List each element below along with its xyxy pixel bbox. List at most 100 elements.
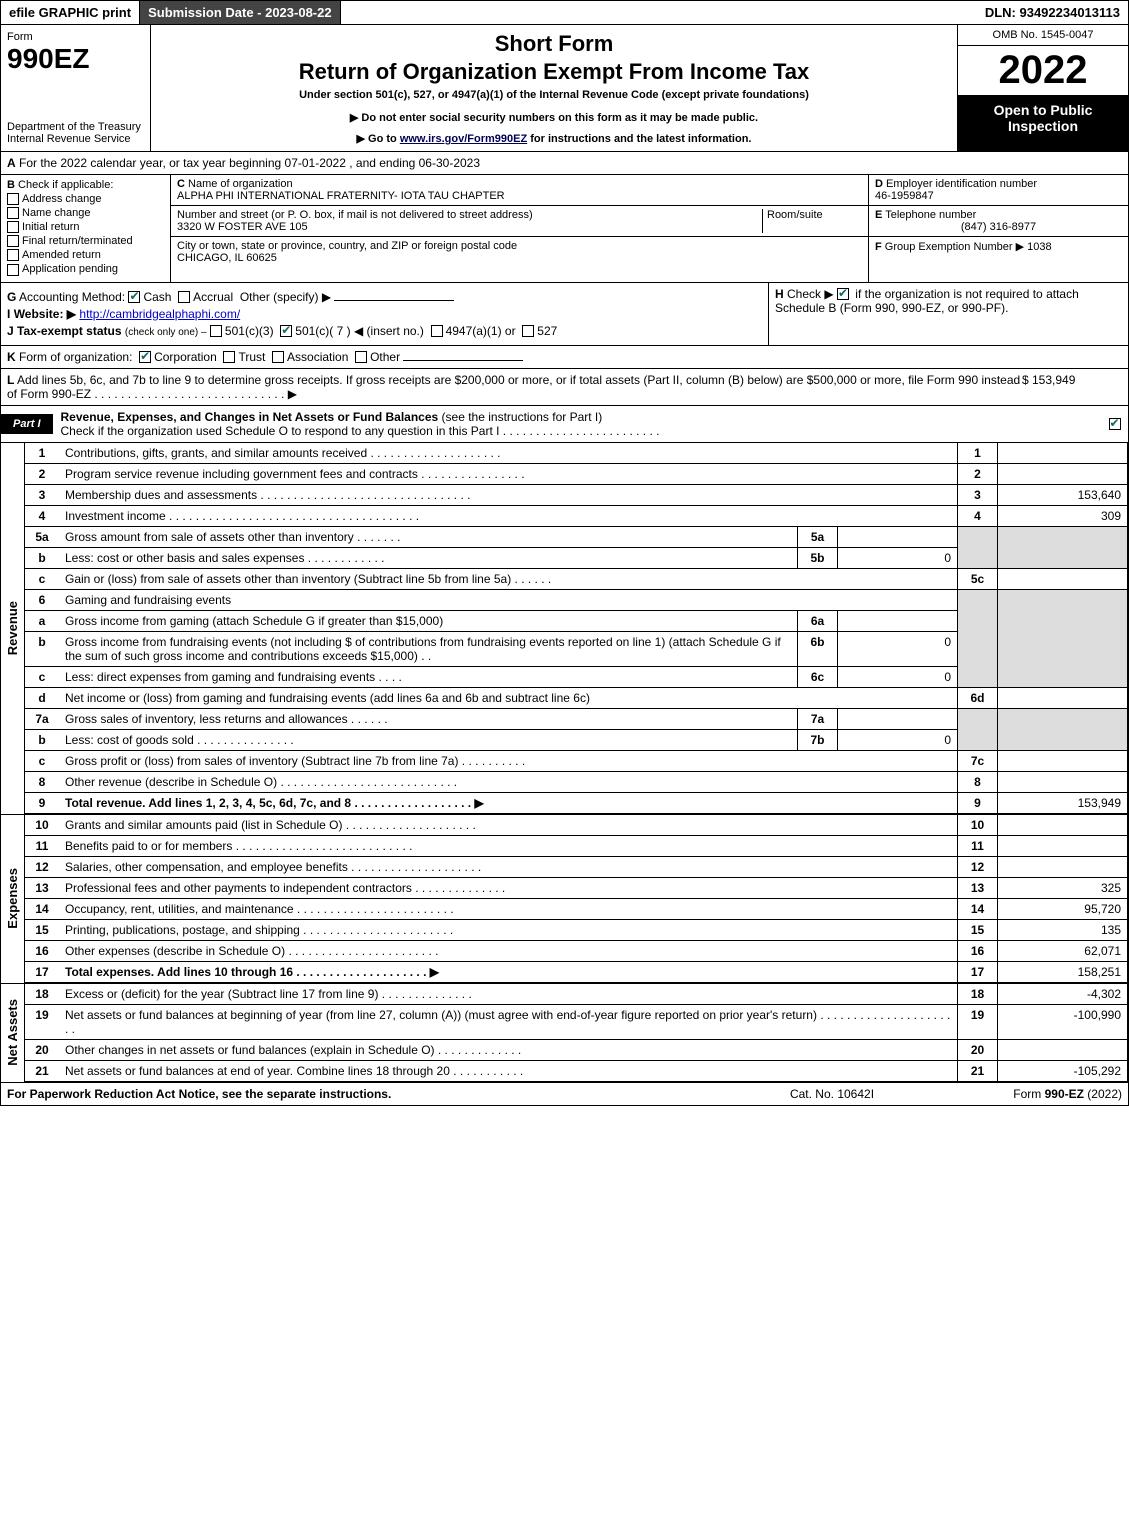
amt-2	[998, 463, 1128, 484]
omb-number: OMB No. 1545-0047	[958, 25, 1128, 46]
chk-final-return[interactable]: Final return/terminated	[7, 235, 164, 247]
ln-6: 6	[25, 589, 59, 610]
h-text1: Check ▶	[787, 287, 834, 301]
ln-10: 10	[25, 815, 59, 836]
desc-9: Total revenue. Add lines 1, 2, 3, 4, 5c,…	[59, 792, 958, 813]
line-l: L Add lines 5b, 6c, and 7b to line 9 to …	[1, 369, 1128, 406]
line-5c: c Gain or (loss) from sale of assets oth…	[25, 568, 1128, 589]
chk-accrual[interactable]	[178, 291, 190, 303]
k-trust: Trust	[238, 350, 265, 364]
rn-11: 11	[958, 835, 998, 856]
website-link[interactable]: http://cambridgealphaphi.com/	[79, 307, 240, 321]
line-12: 12Salaries, other compensation, and empl…	[25, 856, 1128, 877]
j-label: J	[7, 324, 14, 338]
goto-link[interactable]: www.irs.gov/Form990EZ	[400, 133, 527, 145]
chk-application-pending[interactable]: Application pending	[7, 263, 164, 275]
amt-17: 158,251	[998, 961, 1128, 982]
chk-initial-return-label: Initial return	[22, 221, 79, 233]
desc-10: Grants and similar amounts paid (list in…	[59, 815, 958, 836]
rn-19: 19	[958, 1004, 998, 1039]
desc-1: Contributions, gifts, grants, and simila…	[59, 443, 958, 464]
rn-1: 1	[958, 443, 998, 464]
e-title: Telephone number	[885, 209, 976, 221]
line-10: 10 Grants and similar amounts paid (list…	[25, 815, 1128, 836]
short-form-title: Short Form	[161, 31, 947, 57]
chk-corporation[interactable]	[139, 351, 151, 363]
k-assoc: Association	[287, 350, 348, 364]
rn-6-shade	[958, 589, 998, 687]
rn-20: 20	[958, 1039, 998, 1060]
ln-11: 11	[25, 835, 59, 856]
part1-checkbox[interactable]	[1104, 418, 1128, 430]
chk-4947[interactable]	[431, 325, 443, 337]
chk-application-pending-label: Application pending	[22, 263, 118, 275]
expenses-section: Expenses 10 Grants and similar amounts p…	[1, 815, 1128, 984]
k-other-line	[403, 360, 523, 361]
e-phone-row: E Telephone number (847) 316-8977	[869, 206, 1128, 237]
chk-name-change[interactable]: Name change	[7, 207, 164, 219]
amt-8	[998, 771, 1128, 792]
col-b-label: B	[7, 179, 15, 191]
ln-17: 17	[25, 961, 59, 982]
netassets-table: 18Excess or (deficit) for the year (Subt…	[25, 984, 1128, 1082]
part1-title: Revenue, Expenses, and Changes in Net As…	[53, 406, 1104, 442]
amt-4: 309	[998, 505, 1128, 526]
chk-initial-return[interactable]: Initial return	[7, 221, 164, 233]
submission-date-label: Submission Date - 2023-08-22	[140, 1, 341, 24]
rn-15: 15	[958, 919, 998, 940]
chk-address-change-label: Address change	[22, 193, 102, 205]
line-j: J Tax-exempt status (check only one) ‒ 5…	[7, 324, 762, 338]
footer-center: Cat. No. 10642I	[742, 1087, 922, 1101]
open-to-public: Open to Public Inspection	[958, 96, 1128, 151]
form-990ez-page: efile GRAPHIC print Submission Date - 20…	[0, 0, 1129, 1106]
org-name: ALPHA PHI INTERNATIONAL FRATERNITY- IOTA…	[177, 190, 505, 202]
chk-527[interactable]	[522, 325, 534, 337]
header-left: Form 990EZ Department of the Treasury In…	[1, 25, 151, 151]
chk-association[interactable]	[272, 351, 284, 363]
e-label: E	[875, 209, 882, 221]
ln-6c: c	[25, 666, 59, 687]
rn-14: 14	[958, 898, 998, 919]
line-16: 16Other expenses (describe in Schedule O…	[25, 940, 1128, 961]
sv-5b: 0	[838, 547, 958, 568]
amt-3: 153,640	[998, 484, 1128, 505]
g-label: G	[7, 290, 16, 304]
line-8: 8 Other revenue (describe in Schedule O)…	[25, 771, 1128, 792]
section-bcdef: B Check if applicable: Address change Na…	[1, 175, 1128, 283]
amt-15: 135	[998, 919, 1128, 940]
desc-21: Net assets or fund balances at end of ye…	[59, 1060, 958, 1081]
amt-19: -100,990	[998, 1004, 1128, 1039]
amt-5ab-shade	[998, 526, 1128, 568]
ln-1: 1	[25, 443, 59, 464]
ln-14: 14	[25, 898, 59, 919]
c-city-row: City or town, state or province, country…	[171, 237, 868, 267]
chk-schedule-b[interactable]	[837, 288, 849, 300]
amt-7ab-shade	[998, 708, 1128, 750]
c-label: C	[177, 178, 185, 190]
desc-17: Total expenses. Add lines 10 through 16 …	[59, 961, 958, 982]
desc-4: Investment income . . . . . . . . . . . …	[59, 505, 958, 526]
chk-501c3[interactable]	[210, 325, 222, 337]
desc-6: Gaming and fundraising events	[59, 589, 958, 610]
form-word: Form	[7, 31, 144, 43]
ln-9: 9	[25, 792, 59, 813]
sc-5a: 5a	[798, 526, 838, 547]
line-7a: 7a Gross sales of inventory, less return…	[25, 708, 1128, 729]
j-note: (check only one) ‒	[125, 327, 207, 338]
ln-7c: c	[25, 750, 59, 771]
ln-5c: c	[25, 568, 59, 589]
rn-5c: 5c	[958, 568, 998, 589]
ln-12: 12	[25, 856, 59, 877]
chk-501c[interactable]	[280, 325, 292, 337]
chk-cash[interactable]	[128, 291, 140, 303]
desc-5b: Less: cost or other basis and sales expe…	[59, 547, 798, 568]
rn-6d: 6d	[958, 687, 998, 708]
rn-18: 18	[958, 984, 998, 1005]
desc-6b: Gross income from fundraising events (no…	[59, 631, 798, 666]
chk-address-change[interactable]: Address change	[7, 193, 164, 205]
chk-trust[interactable]	[223, 351, 235, 363]
desc-7a: Gross sales of inventory, less returns a…	[59, 708, 798, 729]
i-title: Website: ▶	[14, 307, 76, 321]
chk-other-org[interactable]	[355, 351, 367, 363]
chk-amended-return[interactable]: Amended return	[7, 249, 164, 261]
